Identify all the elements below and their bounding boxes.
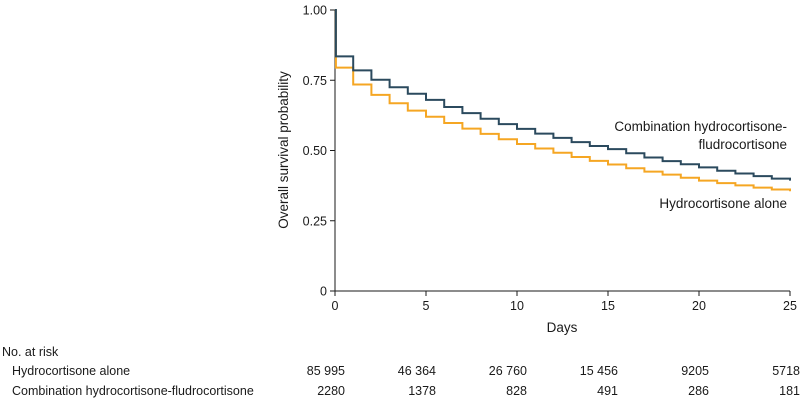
series-label-0: Hydrocortisone alone [659,196,787,211]
x-tick-label: 25 [783,299,797,313]
series-lines [334,9,791,192]
risk-row-label: Combination hydrocortisone-fludrocortiso… [12,384,254,398]
risk-table-title: No. at risk [2,345,59,359]
risk-value: 491 [597,384,618,398]
risk-row-label: Hydrocortisone alone [12,364,130,378]
y-tick-label: 0.25 [303,214,327,228]
risk-value: 181 [779,384,800,398]
y-axis-label: Overall survival probability [276,71,291,229]
risk-value: 85 995 [307,364,345,378]
x-axis-label: Days [547,320,578,335]
series-labels: Hydrocortisone alone Combination hydrocor… [614,119,787,211]
risk-value: 15 456 [580,364,618,378]
y-tick-label: 0.50 [303,144,327,158]
risk-table: Hydrocortisone alone 85 995 46 364 26 760 15… [12,364,800,398]
x-tick-label: 15 [601,299,615,313]
risk-value: 46 364 [398,364,436,378]
x-tick-label: 5 [423,299,430,313]
risk-value: 2280 [317,384,345,398]
y-tick-label: 0 [320,285,327,299]
axes: 0 0.25 0.50 0.75 1.00 0 5 10 15 20 25 [303,4,797,314]
risk-value: 9205 [681,364,709,378]
x-tick-label: 20 [692,299,706,313]
risk-value: 286 [688,384,709,398]
series-line-1 [334,9,791,181]
risk-value: 5718 [772,364,800,378]
risk-value: 1378 [408,384,436,398]
x-tick-label: 0 [332,299,339,313]
y-tick-label: 1.00 [303,4,327,18]
risk-value: 828 [506,384,527,398]
series-label-1: Combination hydrocortisone-fludrocortiso… [614,119,787,152]
x-tick-label: 10 [510,299,524,313]
y-tick-label: 0.75 [303,74,327,88]
risk-value: 26 760 [489,364,527,378]
series-line-0 [334,9,791,192]
